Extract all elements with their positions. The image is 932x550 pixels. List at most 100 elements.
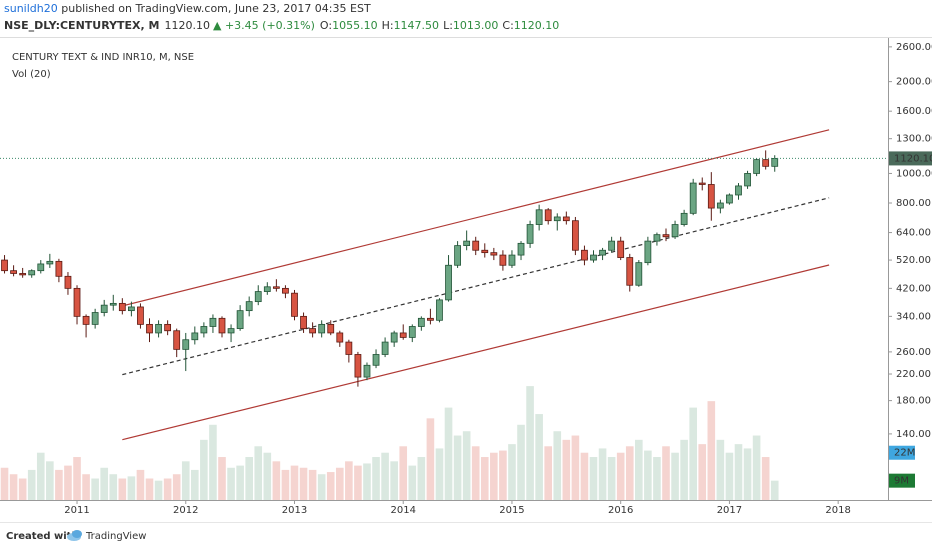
volume-bar (580, 452, 589, 500)
candle (499, 250, 507, 271)
candle (19, 267, 27, 278)
candle (336, 330, 344, 347)
candle (372, 349, 380, 369)
candle (191, 326, 199, 345)
candle-body (318, 323, 326, 334)
x-tick-label: 2017 (717, 505, 742, 516)
candle-body (227, 328, 235, 334)
trendline (122, 264, 830, 441)
candle-body (354, 354, 362, 378)
y-tick-label: 140.00 (896, 429, 931, 440)
volume-bar (770, 480, 779, 500)
volume-bar (598, 448, 607, 500)
volume-bar (254, 446, 263, 500)
volume-tag-label: 9M (894, 476, 909, 487)
candle-body (635, 262, 643, 286)
volume-bar (200, 439, 208, 500)
candle (762, 150, 770, 170)
candle (282, 285, 289, 299)
candle (127, 301, 135, 317)
candle-body (445, 264, 452, 301)
volume-bar (517, 424, 525, 500)
candle-body (481, 249, 489, 254)
candle-body (19, 273, 27, 276)
candle-body (1, 259, 8, 272)
trendline (122, 197, 830, 376)
volume-bar (562, 439, 571, 500)
candle (73, 285, 81, 325)
candle-body (535, 209, 543, 225)
candle-body (327, 323, 335, 334)
volume-bar (453, 435, 462, 500)
candle-body (680, 212, 688, 225)
candle (599, 247, 606, 261)
x-tick-label: 2013 (282, 505, 307, 516)
published: published on TradingView.com, June 23, 2… (58, 2, 371, 15)
candle-body (427, 317, 434, 321)
candle (427, 308, 434, 325)
candle-body (581, 249, 588, 261)
volume-bar (625, 446, 634, 500)
candle (227, 324, 235, 343)
volume-bar (18, 478, 27, 500)
candle-body (517, 242, 525, 256)
volume-bar (354, 465, 362, 500)
candle-body (408, 326, 416, 338)
candle-body (744, 173, 751, 187)
volume-bar (653, 457, 661, 500)
candle-body (182, 339, 190, 350)
volume-bar (281, 469, 290, 500)
volume-bar (227, 467, 235, 500)
volume-bar (544, 446, 553, 500)
y-tick-label: 180.00 (896, 396, 931, 407)
candle (481, 243, 489, 258)
author[interactable]: sunildh20 (4, 2, 58, 15)
candle-body (735, 185, 742, 196)
x-tick-label: 2014 (390, 505, 415, 516)
volume-bar (435, 448, 444, 500)
candle (744, 170, 751, 189)
candle-body (209, 317, 217, 327)
candle (291, 289, 298, 321)
symbol: NSE_DLY:CENTURYTEX, M (4, 19, 160, 32)
volume-bar (317, 474, 326, 500)
volume-bar (236, 465, 244, 500)
candle-body (164, 323, 172, 332)
x-tick-label: 2012 (173, 505, 198, 516)
volume-tag-label: 22M (894, 448, 915, 459)
volume-bar (408, 465, 417, 500)
candle (608, 236, 616, 253)
candle-body (753, 159, 761, 174)
candle-body (417, 317, 425, 327)
volume-bar (145, 478, 154, 500)
candle-body (707, 184, 715, 209)
candle-body (64, 275, 72, 289)
volume-bar (55, 469, 63, 500)
candle (671, 220, 679, 239)
candle-body (28, 270, 36, 276)
candle-body (155, 323, 162, 334)
candle-body (127, 306, 135, 312)
candle (417, 316, 425, 331)
candle (1, 255, 8, 274)
y-tick-label: 260.00 (896, 347, 931, 358)
publish-line: sunildh20 published on TradingView.com, … (4, 2, 371, 15)
candle-body (191, 332, 199, 341)
candle-layer (1, 150, 779, 387)
volume-bar (553, 431, 562, 500)
volume-bar (308, 469, 317, 500)
volume-bar (299, 467, 308, 500)
footer-created: Created with (6, 531, 79, 542)
candle-body (436, 299, 443, 321)
candle-body (263, 286, 271, 292)
candle (436, 298, 443, 323)
volume-bar (363, 463, 371, 500)
volume-bar (82, 474, 90, 500)
candle (91, 308, 99, 329)
footer-brand[interactable]: TradingView (85, 531, 146, 542)
candle-body (463, 240, 471, 247)
candle (472, 236, 480, 256)
candle-body (46, 260, 54, 265)
candle (173, 328, 181, 358)
